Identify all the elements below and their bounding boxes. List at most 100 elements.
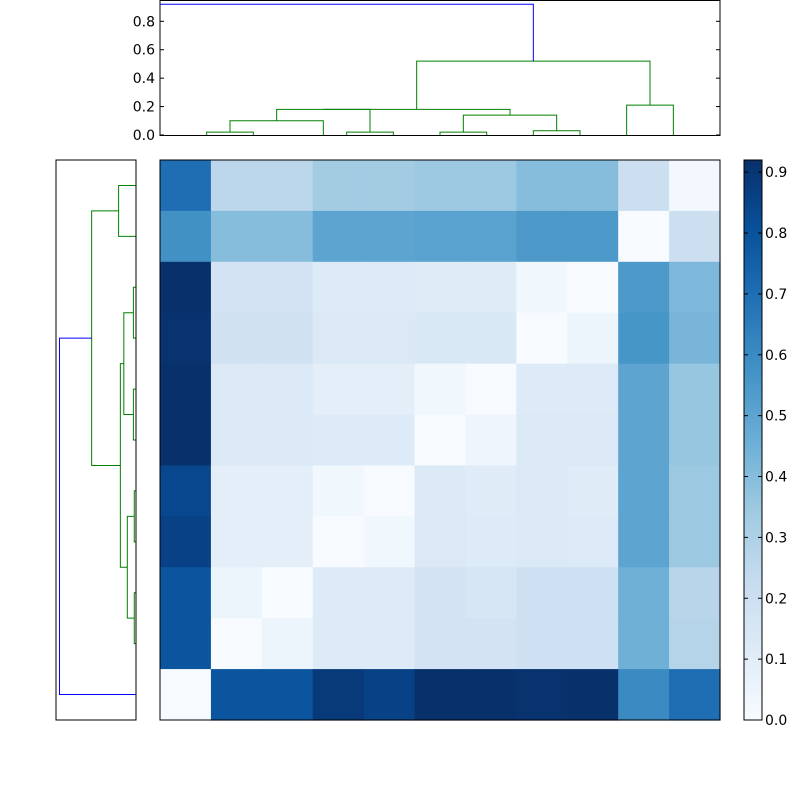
heatmap-cell (261, 210, 314, 263)
heatmap-cell (261, 465, 314, 517)
heatmap-cell (567, 210, 619, 263)
heatmap-cell (516, 210, 568, 263)
top-dendrogram-tick-label: 0.6 (133, 43, 155, 59)
heatmap-cell (618, 669, 670, 721)
heatmap-cell (210, 567, 263, 619)
heatmap-cell (414, 210, 467, 263)
left-dendrogram-link (91, 210, 121, 466)
heatmap-cell (160, 414, 212, 467)
heatmap-cell (669, 618, 721, 670)
heatmap-cell (363, 210, 416, 263)
heatmap-cell (618, 567, 670, 619)
heatmap-cell (516, 414, 568, 467)
heatmap-cell (618, 261, 670, 314)
heatmap-cell (669, 465, 721, 517)
heatmap-cell (312, 618, 365, 670)
heatmap-cell (160, 567, 212, 619)
heatmap-cell (414, 160, 467, 212)
heatmap-cell (210, 160, 263, 212)
heatmap-cell (465, 414, 517, 467)
heatmap-cell (210, 261, 263, 314)
heatmap-cell (669, 210, 721, 263)
heatmap-frame (159, 159, 721, 721)
heatmap-cell (363, 160, 416, 212)
heatmap-cell (516, 160, 568, 212)
heatmap-cell (669, 160, 721, 212)
heatmap-cell (363, 312, 416, 365)
heatmap-cell (567, 312, 619, 365)
top-dendrogram-link (346, 131, 394, 135)
heatmap-cell (567, 567, 619, 619)
heatmap-cell (618, 414, 670, 467)
heatmap-cell (261, 567, 314, 619)
heatmap-cell (312, 312, 365, 365)
colorbar-tick-label: 0.9 (765, 165, 787, 181)
top-dendrogram-panel: 0.0 0.2 0.4 0.6 0.8 (133, 3, 720, 144)
heatmap-cell (618, 210, 670, 263)
heatmap-cell (210, 210, 263, 263)
top-dendrogram-tick-label: 0.4 (133, 71, 155, 87)
heatmap-cell (312, 669, 365, 721)
heatmap-cell (465, 516, 517, 568)
heatmap-cell (261, 414, 314, 467)
heatmap-cell (567, 618, 619, 670)
colorbar-tick-label: 0.6 (765, 348, 787, 364)
colorbar-tick-label: 0.0 (765, 713, 787, 729)
heatmap-cell (465, 618, 517, 670)
heatmap-cell (618, 160, 670, 212)
colorbar-tick-label: 0.7 (765, 287, 787, 303)
heatmap-cell (210, 414, 263, 467)
heatmap-cell (363, 669, 416, 721)
heatmap-cell (669, 669, 721, 721)
heatmap-cell (669, 312, 721, 365)
heatmap-cell (669, 363, 721, 416)
heatmap-cell (160, 160, 212, 212)
left-dendrogram-panel (58, 184, 136, 696)
heatmap-cell (414, 618, 467, 670)
top-dendrogram-link (416, 60, 651, 110)
heatmap-cell (567, 516, 619, 568)
heatmap-cell (312, 414, 365, 467)
top-dendrogram-link (206, 131, 254, 135)
heatmap-cell (465, 210, 517, 263)
heatmap-cell (516, 312, 568, 365)
heatmap-cell (160, 312, 212, 365)
heatmap-cell (312, 363, 365, 416)
heatmap-cell (567, 261, 619, 314)
heatmap-cell (363, 465, 416, 517)
left-dendrogram-link (119, 363, 128, 568)
heatmap-cell (414, 567, 467, 619)
heatmap-cell (160, 465, 212, 517)
top-dendrogram-tick-label: 0.0 (133, 128, 155, 144)
heatmap-cell (414, 516, 467, 568)
heatmap-cell (210, 465, 263, 517)
heatmap-cell (414, 312, 467, 365)
top-dendrogram-link (532, 130, 581, 135)
heatmap-cell (567, 160, 619, 212)
heatmap-cell (618, 618, 670, 670)
heatmap-cell (516, 567, 568, 619)
heatmap-cell (210, 363, 263, 416)
heatmap-cell (210, 618, 263, 670)
top-dendrogram-frame (159, 0, 721, 136)
heatmap-cell (261, 516, 314, 568)
left-dendrogram-link (133, 592, 136, 645)
heatmap-cell (261, 312, 314, 365)
heatmap-cell (261, 618, 314, 670)
heatmap-cell (414, 414, 467, 467)
left-dendrogram-link (58, 337, 136, 696)
heatmap-cell (516, 261, 568, 314)
heatmap-cell (618, 465, 670, 517)
heatmap-cell (567, 363, 619, 416)
heatmap-cell (669, 516, 721, 568)
top-dendrogram-tick-label: 0.8 (133, 14, 155, 30)
heatmap-cell (414, 261, 467, 314)
colorbar-tick-label: 0.2 (765, 591, 787, 607)
colorbar (743, 159, 763, 721)
heatmap-cell (363, 567, 416, 619)
heatmap-cell (160, 618, 212, 670)
heatmap-cell (669, 261, 721, 314)
heatmap-cell (261, 363, 314, 416)
heatmap-cell (516, 618, 568, 670)
heatmap-cell (363, 261, 416, 314)
